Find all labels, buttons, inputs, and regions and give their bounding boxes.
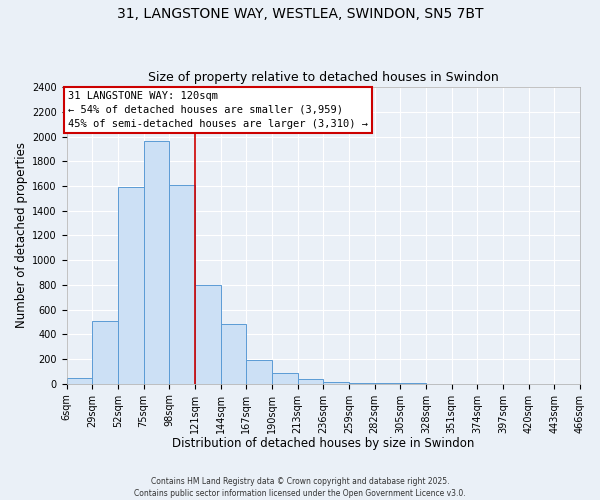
- Title: Size of property relative to detached houses in Swindon: Size of property relative to detached ho…: [148, 72, 499, 85]
- Bar: [349, 383, 374, 384]
- Bar: [143, 142, 169, 384]
- Bar: [92, 320, 118, 384]
- Bar: [247, 360, 272, 384]
- Bar: [298, 380, 323, 384]
- Bar: [169, 184, 195, 384]
- Bar: [195, 285, 221, 384]
- Bar: [323, 382, 349, 384]
- Bar: [272, 372, 298, 384]
- Text: 31 LANGSTONE WAY: 120sqm
← 54% of detached houses are smaller (3,959)
45% of sem: 31 LANGSTONE WAY: 120sqm ← 54% of detach…: [68, 91, 368, 129]
- Bar: [118, 187, 143, 384]
- Bar: [67, 378, 92, 384]
- Y-axis label: Number of detached properties: Number of detached properties: [15, 142, 28, 328]
- X-axis label: Distribution of detached houses by size in Swindon: Distribution of detached houses by size …: [172, 437, 475, 450]
- Bar: [221, 324, 247, 384]
- Text: 31, LANGSTONE WAY, WESTLEA, SWINDON, SN5 7BT: 31, LANGSTONE WAY, WESTLEA, SWINDON, SN5…: [117, 8, 483, 22]
- Text: Contains HM Land Registry data © Crown copyright and database right 2025.
Contai: Contains HM Land Registry data © Crown c…: [134, 476, 466, 498]
